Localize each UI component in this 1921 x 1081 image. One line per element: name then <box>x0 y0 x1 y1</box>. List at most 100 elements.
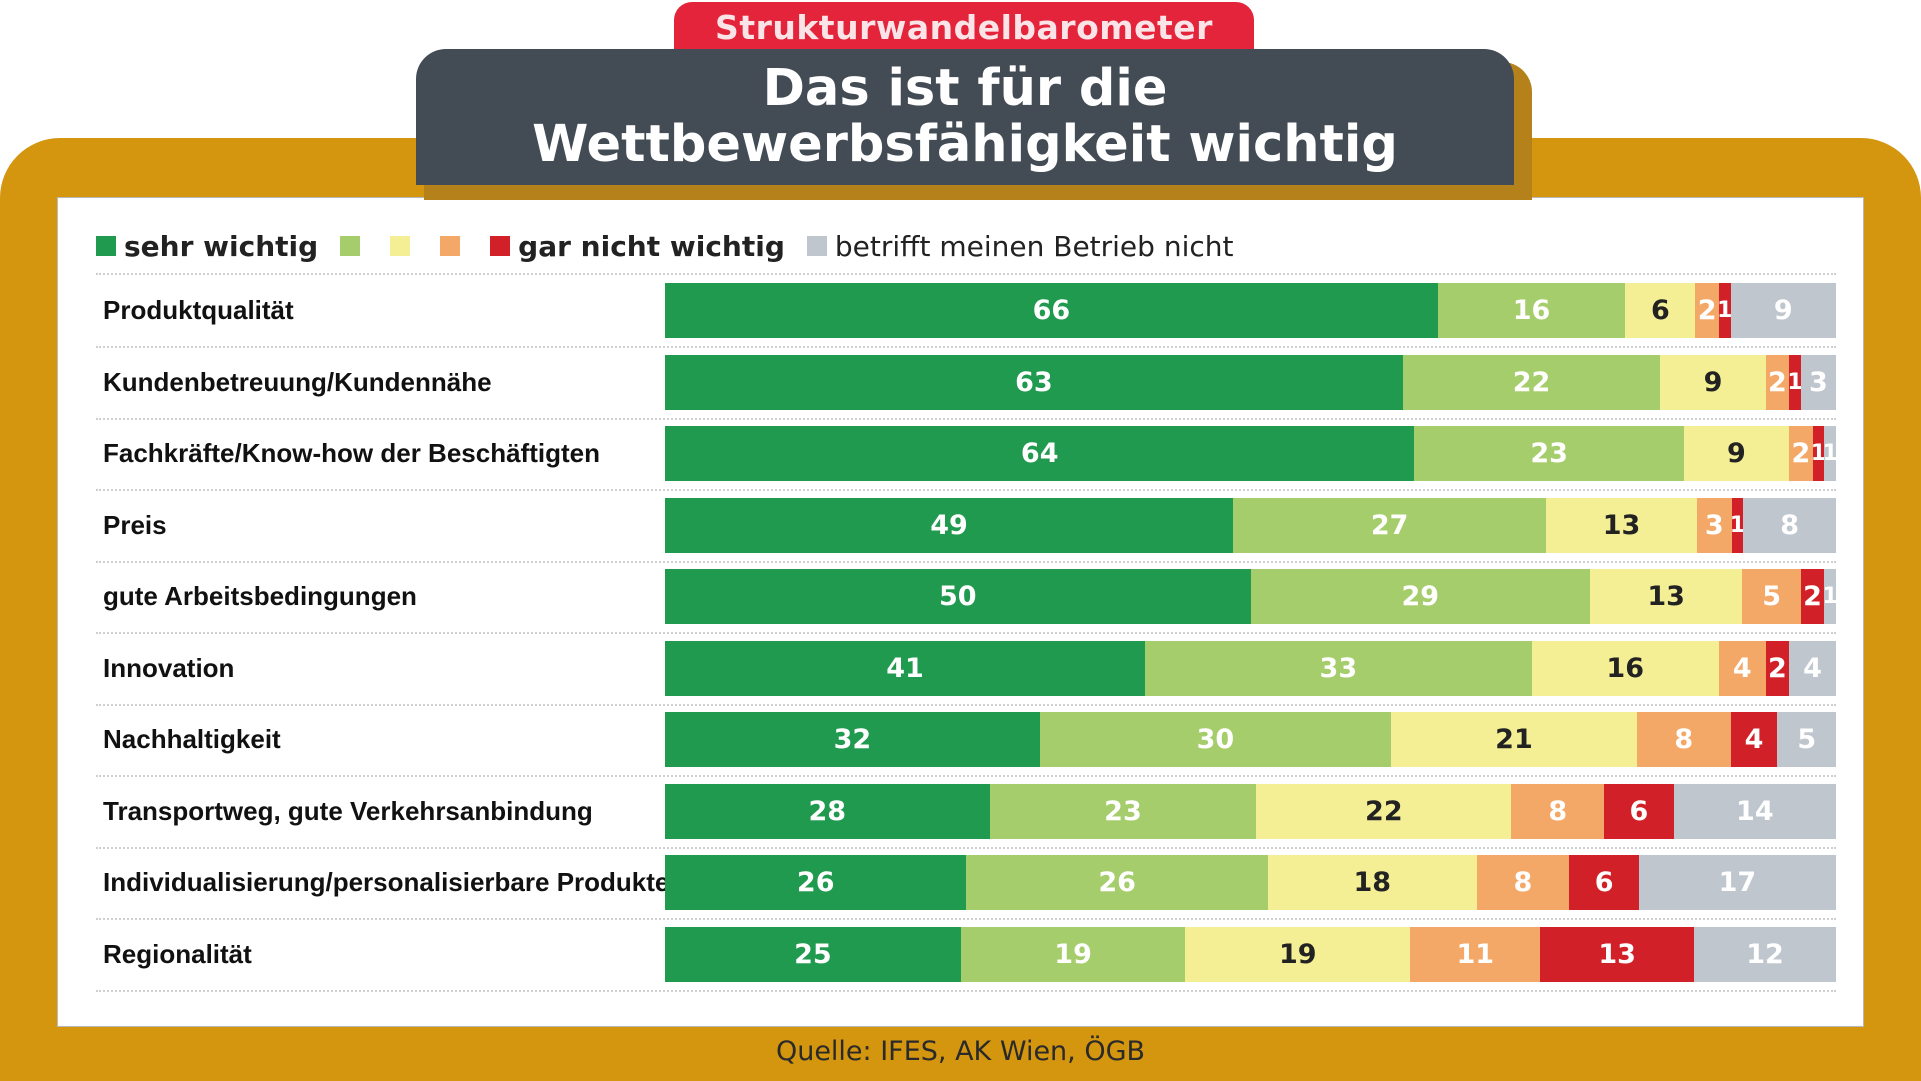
bar-segment: 3 <box>1696 497 1732 553</box>
bar-segment: 2 <box>1765 640 1790 696</box>
legend-label: gar nicht wichtig <box>518 229 785 263</box>
legend-swatch <box>340 236 361 256</box>
bar-segment: 16 <box>1531 640 1719 696</box>
bar-segment: 9 <box>1660 354 1766 410</box>
row-separator <box>96 489 1836 491</box>
bar-segment: 22 <box>1256 783 1512 839</box>
bar-segment: 1 <box>1824 569 1836 624</box>
title-line-2: Wettbewerbsfähigkeit wichtig <box>532 115 1398 174</box>
row-separator <box>96 989 1836 992</box>
bar-segment: 23 <box>1414 426 1684 481</box>
bar-segment: 33 <box>1145 640 1532 696</box>
row-separator <box>96 560 1836 563</box>
bar-segment: 21 <box>1391 712 1637 767</box>
legend-swatch <box>96 236 116 256</box>
bar-segment: 13 <box>1540 926 1695 982</box>
bar-segment: 8 <box>1743 497 1836 553</box>
bar-segment: 29 <box>1250 569 1591 624</box>
row-separator <box>96 632 1836 634</box>
legend-item-2 <box>340 236 368 256</box>
bar-segment: 63 <box>665 354 1403 410</box>
bar-segment: 26 <box>966 855 1268 910</box>
bar-segment: 23 <box>989 783 1257 839</box>
bar-segment: 2 <box>1765 354 1790 410</box>
bar-segment: 6 <box>1625 283 1696 338</box>
bar-segment: 25 <box>665 926 961 982</box>
bar-segment: 9 <box>1730 283 1836 338</box>
bar-segment: 6 <box>1569 855 1639 910</box>
bar-segment: 4 <box>1718 640 1766 696</box>
bar-segment: 50 <box>665 569 1251 624</box>
legend-item-betrifft-nicht: betrifft meinen Betrieb nicht <box>806 229 1234 263</box>
bar-segment: 11 <box>1410 926 1541 982</box>
bar-segment: 5 <box>1777 712 1836 767</box>
bar-segment: 12 <box>1694 926 1836 982</box>
header-tag: Strukturwandelbarometer <box>674 2 1254 52</box>
bar-segment: 16 <box>1437 283 1626 338</box>
bar-segment: 18 <box>1267 855 1477 910</box>
bar-segment: 66 <box>665 283 1438 338</box>
row-separator <box>96 346 1836 348</box>
row-separator <box>96 273 1836 275</box>
category-label: Individualisierung/personalisierbare Pro… <box>103 867 670 897</box>
row-separator <box>96 417 1836 420</box>
category-label: Regionalität <box>103 938 252 969</box>
bar-segment: 1 <box>1824 426 1836 481</box>
page-title: Das ist für die Wettbewerbsfähigkeit wic… <box>416 49 1514 185</box>
row-separator <box>96 703 1836 706</box>
legend-item-3 <box>390 236 418 256</box>
category-label: Transportweg, gute Verkehrsanbindung <box>103 795 593 826</box>
legend: sehr wichtig gar nicht wichtig betrifft … <box>96 228 1255 264</box>
bar-segment: 30 <box>1039 712 1392 767</box>
bar-segment: 8 <box>1636 712 1731 767</box>
bar-segment: 26 <box>665 855 967 910</box>
bar-segment: 41 <box>665 640 1146 696</box>
legend-swatch <box>806 236 827 256</box>
bar-segment: 5 <box>1742 569 1801 624</box>
legend-swatch <box>390 236 411 256</box>
row-separator <box>96 846 1836 849</box>
legend-label: betrifft meinen Betrieb nicht <box>834 229 1234 263</box>
legend-swatch <box>440 236 461 256</box>
bar-segment: 17 <box>1638 855 1836 910</box>
bar-segment: 1 <box>1812 426 1825 481</box>
row-separator <box>96 918 1836 920</box>
row-separator <box>96 775 1836 777</box>
bar-segment: 2 <box>1695 283 1719 338</box>
bar-segment: 19 <box>1185 926 1411 982</box>
legend-label: sehr wichtig <box>124 229 319 263</box>
bar-segment: 64 <box>665 426 1415 481</box>
bar-segment: 8 <box>1476 855 1570 910</box>
category-label: Preis <box>103 509 167 540</box>
bar-segment: 28 <box>665 783 990 839</box>
bar-segment: 1 <box>1718 283 1731 338</box>
bar-segment: 13 <box>1546 497 1697 553</box>
legend-item-gar-nicht-wichtig: gar nicht wichtig <box>490 230 785 263</box>
bar-segment: 27 <box>1233 497 1547 553</box>
category-label: gute Arbeitsbedingungen <box>103 581 417 611</box>
category-label: Innovation <box>103 652 235 683</box>
bar-segment: 1 <box>1731 497 1744 553</box>
bar-segment: 4 <box>1789 640 1836 696</box>
legend-item-sehr-wichtig: sehr wichtig <box>96 230 318 263</box>
bar-segment: 2 <box>1789 426 1813 481</box>
bar-segment: 3 <box>1800 354 1836 410</box>
bar-segment: 13 <box>1590 569 1743 624</box>
bar-segment: 19 <box>960 926 1186 982</box>
bar-segment: 8 <box>1511 783 1605 839</box>
bar-segment: 32 <box>665 712 1040 767</box>
bar-segment: 49 <box>665 497 1234 553</box>
title-line-1: Das ist für die <box>762 59 1168 118</box>
category-label: Nachhaltigkeit <box>103 724 281 754</box>
legend-swatch <box>490 236 511 256</box>
category-label: Fachkräfte/Know-how der Beschäftigten <box>103 438 600 468</box>
bar-segment: 22 <box>1402 354 1661 410</box>
legend-item-4 <box>440 236 468 256</box>
bar-segment: 9 <box>1683 426 1790 481</box>
source-note: Quelle: IFES, AK Wien, ÖGB <box>775 1036 1146 1067</box>
bar-segment: 2 <box>1800 569 1825 624</box>
bar-segment: 4 <box>1730 712 1778 767</box>
category-label: Produktqualität <box>103 295 294 325</box>
bar-segment: 1 <box>1789 354 1801 410</box>
bar-segment: 6 <box>1604 783 1674 839</box>
